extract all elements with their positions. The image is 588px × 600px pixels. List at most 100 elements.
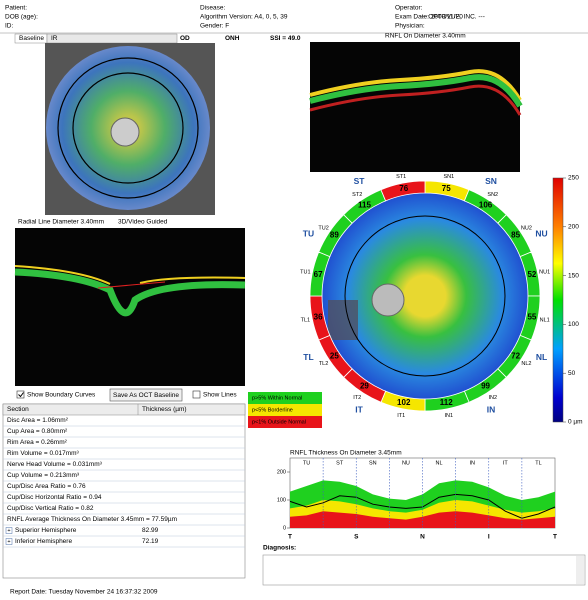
sector-code: NL2	[521, 361, 531, 367]
sector-code: TU1	[300, 270, 310, 276]
table-row: Disc Area = 1.06mm²	[7, 417, 69, 424]
check	[18, 392, 24, 398]
checkbox-label[interactable]: Show Lines	[203, 392, 237, 399]
optic-disc	[110, 117, 140, 147]
sector-value: 99	[481, 382, 490, 391]
checkbox-label[interactable]: Show Boundary Curves	[27, 392, 96, 399]
sector-code: SN1	[443, 174, 454, 180]
header-field: Exam Date: 2009/11/20	[395, 14, 463, 21]
expander	[5, 527, 13, 534]
table	[2, 403, 246, 579]
sector-code: IT2	[353, 395, 361, 401]
y-tick-label: 0	[283, 525, 286, 531]
oct-layer	[309, 74, 523, 108]
sector-label: TL	[535, 460, 541, 466]
sector-label: IT	[503, 460, 509, 466]
ring-sector	[380, 180, 426, 202]
sector-value: 112	[440, 398, 453, 407]
table-header	[2, 403, 246, 416]
button[interactable]	[109, 388, 183, 402]
guided: 3D/Video Guided	[118, 219, 168, 226]
oct-title: RNFL On Diameter 3.40mm	[385, 33, 466, 40]
hemisphere-name: Superior Hemisphere	[15, 527, 77, 534]
quadrant-label: ST	[354, 176, 366, 186]
sector-value: 55	[527, 312, 536, 321]
sector-code: SN2	[487, 192, 498, 198]
expander	[5, 538, 13, 545]
quadrant-label: IN	[487, 405, 496, 415]
tsnit-title: RNFL Thickness On Diameter 3.45mm	[290, 450, 402, 457]
sector-code: TU2	[318, 226, 328, 232]
quadrant-label: TU	[303, 228, 314, 238]
colorbar-label: 150	[568, 272, 579, 279]
sector-value: 29	[360, 382, 369, 391]
header-field: Algorithm Version: A4, 0, 5, 39	[200, 14, 288, 21]
sector-value: 102	[397, 398, 411, 407]
oct-layer	[309, 84, 522, 116]
sector-code: ST2	[352, 192, 362, 198]
x-label: N	[420, 534, 425, 541]
tab-label[interactable]: IR	[51, 35, 58, 42]
hemisphere-name: Inferior Hemisphere	[15, 538, 72, 545]
table-row: Cup/Disc Vertical Ratio = 0.82	[7, 505, 94, 512]
y-tick-label: 100	[277, 497, 286, 503]
legend-label: p>5% Within Normal	[252, 395, 302, 401]
expander-sign: +	[7, 539, 10, 545]
sector-value: 115	[358, 200, 371, 209]
tab-label[interactable]: Baseline	[19, 35, 44, 42]
table-row: Cup/Disc Horizontal Ratio = 0.94	[7, 494, 102, 501]
hemisphere-value: 72.19	[142, 538, 159, 545]
quadrant-label: IT	[355, 405, 363, 415]
thickness-map	[322, 193, 528, 399]
report-date: Report Date: Tuesday November 24 16:37:3…	[10, 589, 158, 596]
header-field: ID:	[5, 23, 14, 30]
sector-value: 85	[511, 231, 520, 240]
legend-label: p<1% Outside Normal	[252, 419, 306, 425]
header-field: DOB (age):	[5, 14, 38, 21]
legend-swatch	[248, 404, 322, 416]
sector-value: 52	[527, 270, 536, 279]
expander-sign: +	[7, 528, 10, 534]
sector-code: TL1	[301, 317, 310, 323]
diagnosis-box[interactable]	[262, 554, 586, 586]
button-label[interactable]: Save As OCT Baseline	[113, 392, 179, 399]
quadrant-label: NL	[536, 352, 547, 362]
quadrant-label: SN	[485, 176, 497, 186]
sector-value: 89	[330, 231, 339, 240]
sector-code: TL2	[319, 361, 328, 367]
oct-title: Radial Line Diameter 3.40mm	[18, 219, 104, 226]
scan-circle	[57, 57, 199, 199]
checkbox[interactable]	[16, 390, 25, 399]
sector-value: 67	[314, 270, 323, 279]
sector-value: 25	[330, 352, 339, 361]
sector-code: NU1	[539, 270, 550, 276]
ssi: SSI = 49.0	[270, 35, 301, 42]
cup-line	[97, 281, 166, 289]
quadrant-label: TL	[303, 352, 313, 362]
colorbar-label: 250	[568, 175, 579, 182]
oct-layer	[14, 268, 246, 317]
table-row: Rim Volume = 0.017mm³	[7, 450, 80, 457]
x-label: T	[553, 534, 557, 541]
table-header-cell: Thickness (µm)	[142, 406, 187, 413]
x-label: I	[488, 534, 490, 541]
colorbar-label: 0 µm	[568, 419, 583, 426]
table-row: Cup Volume = 0.213mm³	[7, 472, 80, 479]
header-field: Operator:	[395, 5, 423, 12]
checkbox[interactable]	[192, 390, 201, 399]
colorbar-label: 200	[568, 224, 579, 231]
sector-code: IT1	[397, 413, 405, 419]
hemisphere-value: 82.99	[142, 527, 159, 534]
x-label: T	[288, 534, 292, 541]
header-field: Patient:	[5, 5, 27, 12]
oct-layer	[14, 265, 246, 285]
table-row: Rim Area = 0.26mm²	[7, 439, 68, 446]
optic-disc	[371, 283, 405, 317]
header-field: Physician:	[395, 23, 425, 30]
sector-code: NU2	[521, 226, 532, 232]
sector-value: 75	[442, 184, 451, 193]
scrollbar[interactable]	[576, 556, 584, 584]
colorbar-label: 100	[568, 321, 579, 328]
oct-layer	[309, 69, 522, 102]
tab[interactable]	[46, 33, 178, 44]
